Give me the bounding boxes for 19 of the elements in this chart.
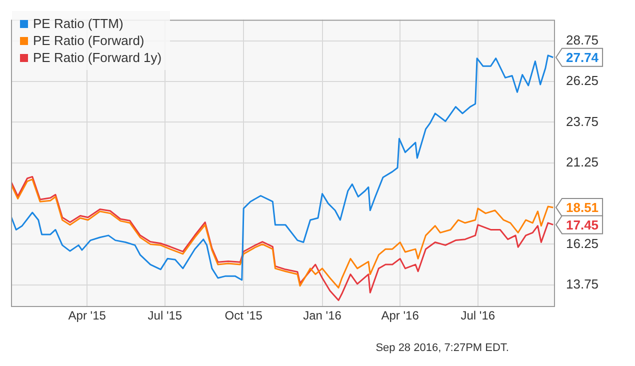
data-label: 17.45 bbox=[566, 217, 599, 232]
x-tick-label: Oct '15 bbox=[224, 308, 263, 323]
text: Sep 28 2016, 7:27PM EDT. bbox=[376, 342, 509, 354]
x-tick-label: Jan '16 bbox=[303, 308, 342, 323]
x-tick-label: Jul '16 bbox=[460, 308, 496, 323]
x-tick-label: Jul '15 bbox=[148, 308, 182, 323]
legend-label: PE Ratio (Forward 1y) bbox=[33, 50, 162, 65]
data-label: 18.51 bbox=[566, 200, 599, 216]
y-tick-label: 16.25 bbox=[566, 236, 599, 251]
y-tick-label: 28.75 bbox=[566, 32, 599, 48]
x-tick-label: Apr '16 bbox=[381, 308, 420, 323]
y-tick-label: 23.75 bbox=[566, 114, 599, 129]
legend-label: PE Ratio (TTM) bbox=[33, 16, 124, 31]
data-label: 27.74 bbox=[566, 50, 600, 65]
y-tick-label: 21.25 bbox=[566, 154, 599, 170]
legend-label: PE Ratio (Forward) bbox=[33, 33, 144, 48]
y-tick-label: 13.75 bbox=[566, 276, 599, 292]
y-tick-label: 26.25 bbox=[566, 73, 599, 88]
x-tick-label: Apr '15 bbox=[68, 308, 106, 323]
